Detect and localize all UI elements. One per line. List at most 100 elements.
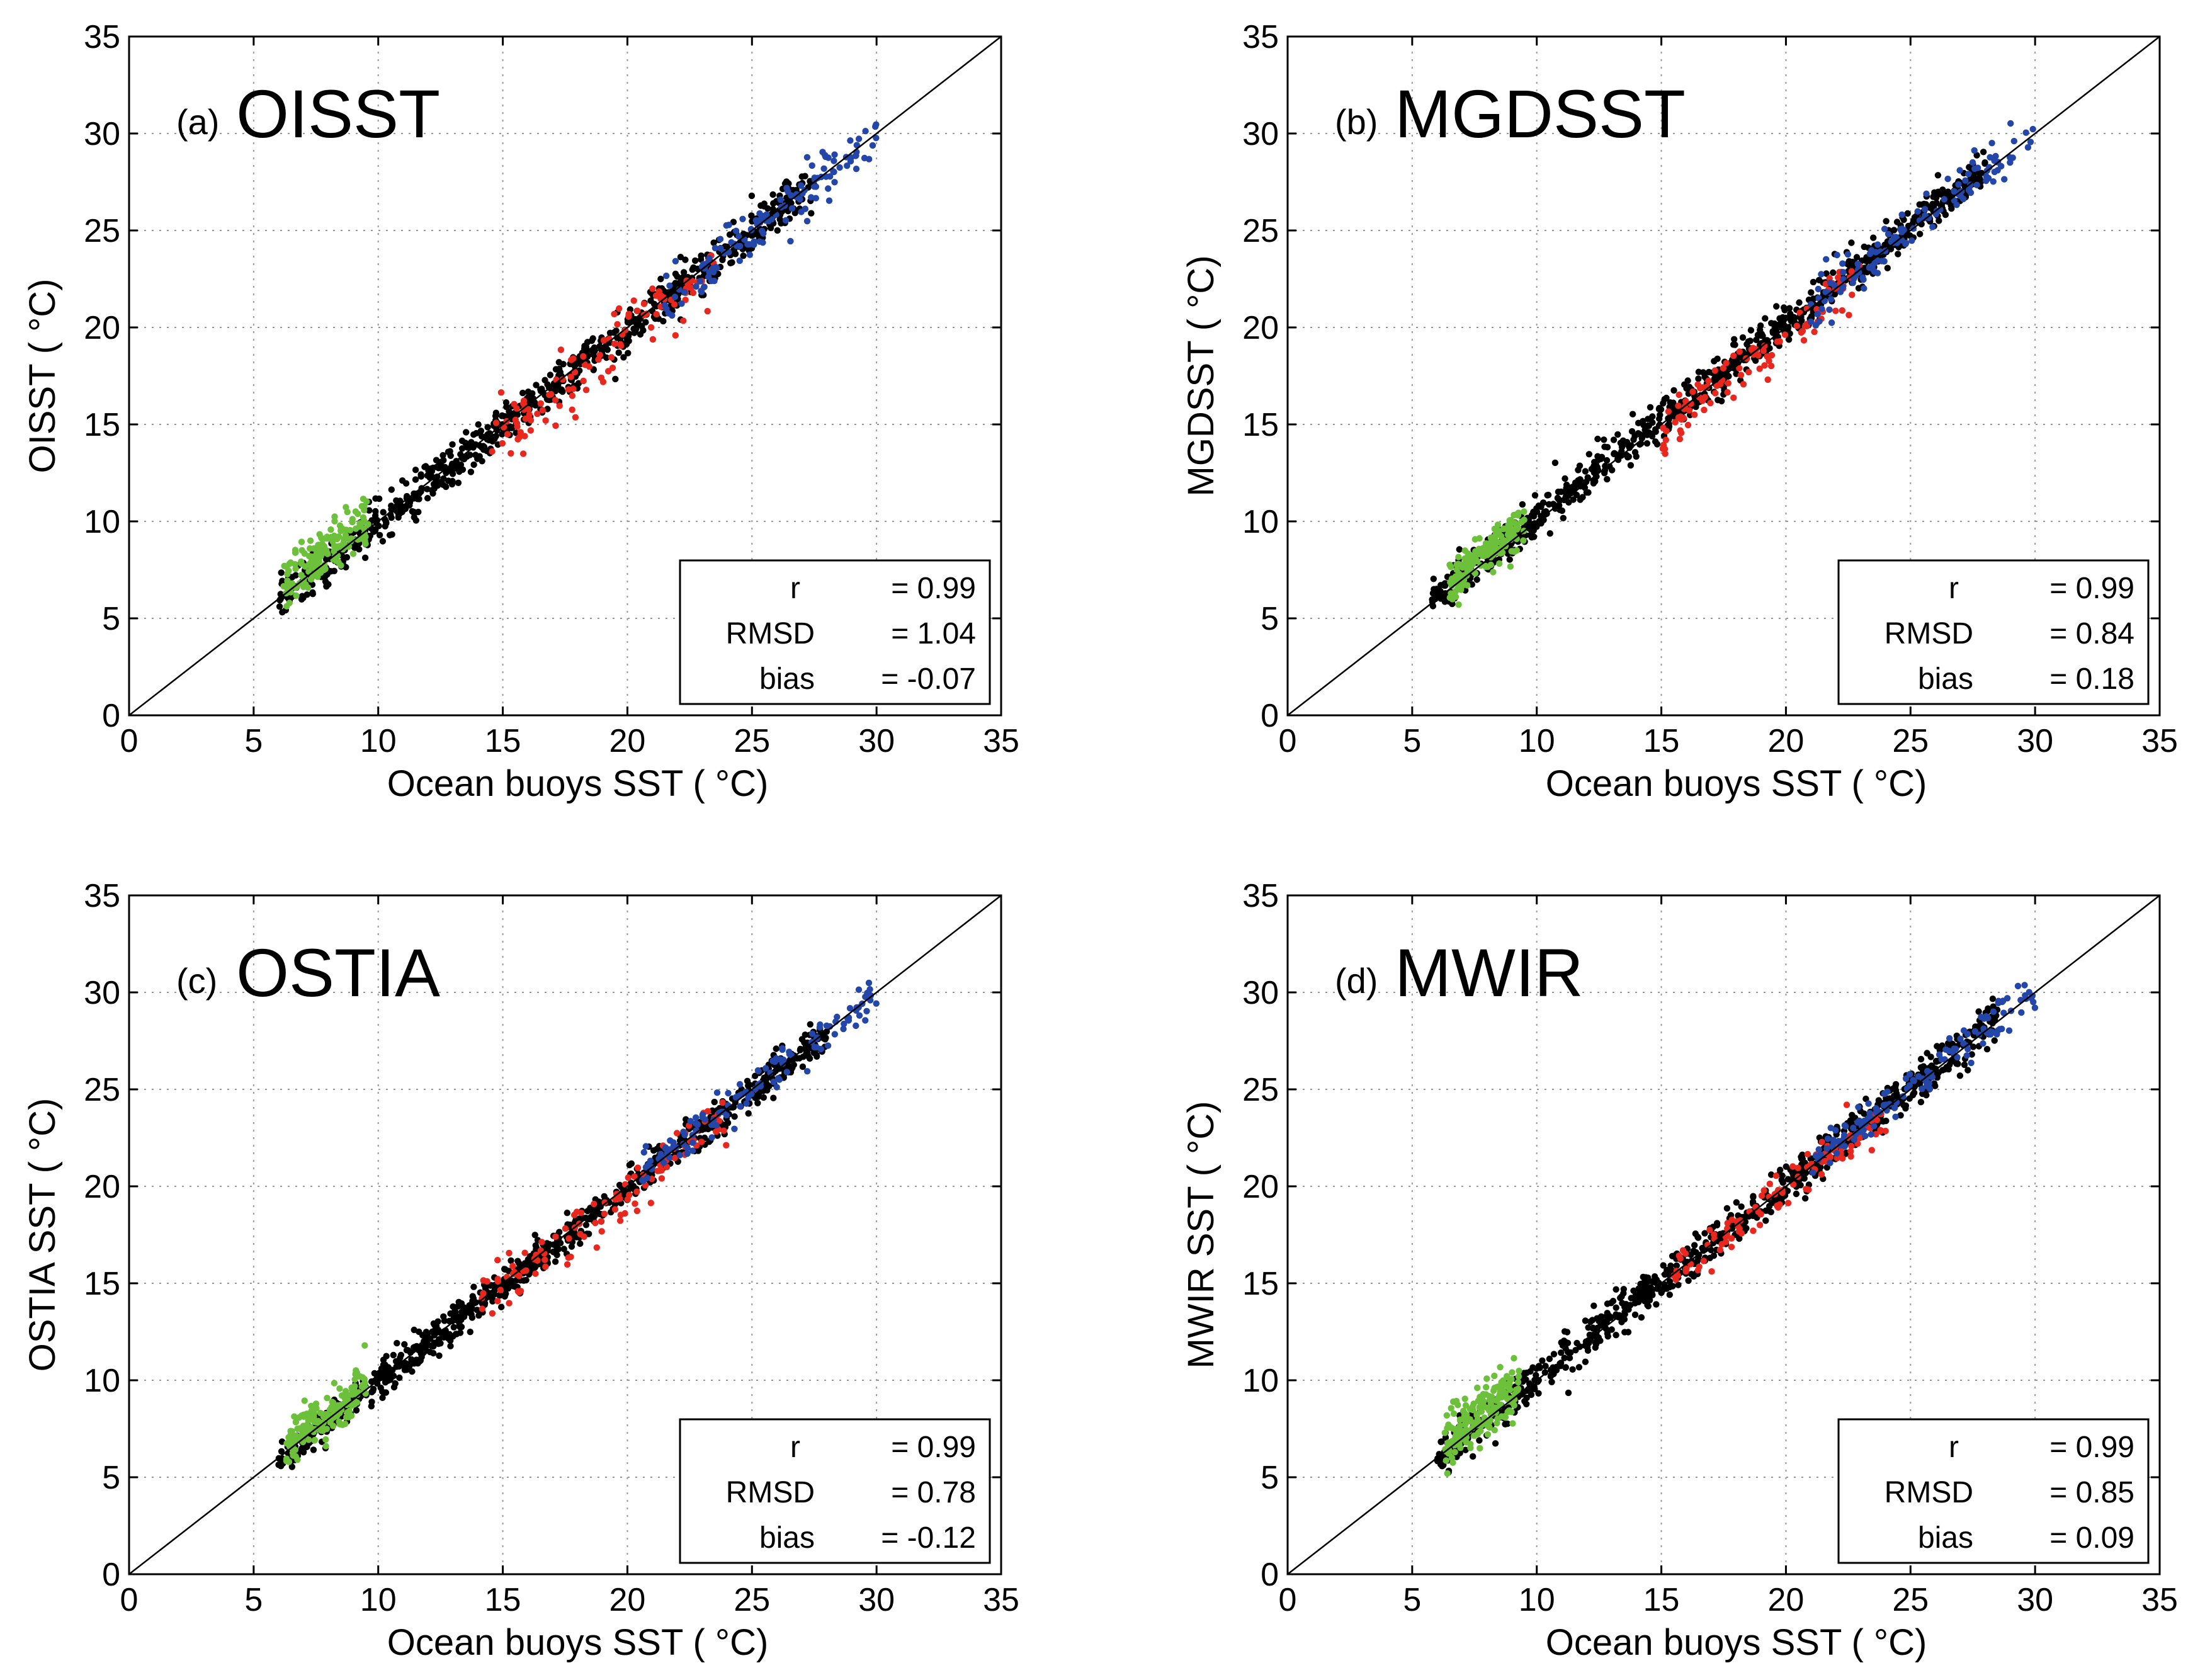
data-point [1507, 563, 1514, 570]
data-point [1811, 328, 1818, 336]
data-point [676, 1152, 683, 1159]
data-point [1761, 362, 1768, 369]
data-point [1925, 214, 1932, 222]
data-point [1868, 1147, 1875, 1154]
data-point [598, 1228, 605, 1235]
data-point [1546, 1355, 1553, 1363]
data-point [363, 498, 370, 505]
data-point [580, 353, 587, 360]
data-point [324, 1395, 331, 1402]
data-point [310, 561, 318, 568]
data-point [856, 1012, 863, 1019]
data-point [1737, 1217, 1744, 1224]
data-point [1724, 1220, 1731, 1227]
y-tick-label: 25 [84, 1072, 120, 1108]
data-point [1443, 1412, 1450, 1419]
data-point [435, 1328, 442, 1335]
data-point [1585, 451, 1592, 458]
data-point [527, 427, 534, 434]
data-point [642, 1143, 649, 1150]
data-point [666, 282, 673, 289]
data-point [1490, 569, 1497, 576]
data-point [562, 1225, 569, 1232]
data-point [1760, 1187, 1767, 1194]
data-point [1973, 152, 1980, 159]
data-point [463, 444, 471, 451]
data-point [1781, 307, 1788, 314]
data-point [1807, 318, 1815, 326]
data-point [388, 486, 395, 493]
data-point [796, 1047, 804, 1053]
data-point [305, 1436, 312, 1443]
data-point [494, 1257, 501, 1264]
data-point [1551, 1366, 1559, 1373]
data-point [611, 1206, 619, 1213]
data-point [374, 1373, 381, 1380]
data-point [803, 1068, 811, 1075]
data-point [1942, 211, 1949, 219]
data-point [1448, 590, 1454, 597]
data-point [748, 1091, 755, 1098]
data-point [1760, 347, 1767, 355]
panel-title: OSTIA [236, 934, 440, 1011]
data-point [1644, 1302, 1651, 1308]
data-point [296, 1425, 303, 1432]
data-point [1749, 344, 1757, 351]
data-point [1808, 289, 1815, 296]
data-point [521, 1277, 528, 1284]
data-point [670, 1142, 677, 1149]
data-point [342, 1421, 349, 1427]
data-point [1539, 1357, 1546, 1364]
data-point [1631, 449, 1639, 456]
data-point [743, 1100, 750, 1107]
data-point [437, 1340, 444, 1347]
data-point [337, 562, 344, 569]
data-point [1577, 476, 1584, 483]
data-point [1814, 310, 1821, 318]
data-point [1597, 1337, 1604, 1344]
data-point [281, 562, 288, 569]
data-point [1691, 411, 1698, 418]
data-point [474, 455, 481, 462]
data-point [746, 251, 754, 258]
data-point [2018, 1009, 2025, 1016]
data-point [1492, 1440, 1499, 1447]
data-point [672, 332, 679, 339]
data-point [498, 1303, 505, 1310]
data-point [521, 1249, 528, 1256]
data-point [1476, 1404, 1483, 1410]
data-point [565, 386, 572, 393]
data-point [1649, 419, 1656, 426]
data-point [731, 1113, 738, 1120]
data-point [1823, 270, 1830, 277]
data-point [1455, 553, 1462, 560]
data-point [470, 431, 477, 438]
data-point [1772, 325, 1779, 332]
data-point [847, 137, 854, 144]
data-point [1954, 1053, 1961, 1061]
stat-label: r [1949, 572, 1959, 605]
data-point [1718, 1240, 1725, 1248]
data-point [1601, 436, 1607, 443]
x-axis-label: Ocean buoys SST ( °C) [387, 763, 769, 804]
data-point [484, 1278, 490, 1285]
data-point [1694, 1267, 1701, 1274]
data-point [797, 182, 805, 189]
data-point [298, 538, 305, 545]
data-point [1492, 545, 1499, 552]
data-point [1666, 1291, 1673, 1298]
data-point [1868, 1131, 1874, 1138]
data-point [698, 1138, 705, 1145]
data-point [1724, 389, 1731, 396]
data-point [1498, 1379, 1505, 1386]
data-point [788, 205, 796, 212]
data-point [1934, 1074, 1941, 1081]
data-point [1823, 1145, 1830, 1152]
data-point [1590, 1302, 1597, 1309]
data-point [1848, 1142, 1855, 1150]
data-point [1750, 1193, 1757, 1201]
data-point [1699, 397, 1706, 404]
y-tick-label: 10 [1242, 504, 1279, 540]
